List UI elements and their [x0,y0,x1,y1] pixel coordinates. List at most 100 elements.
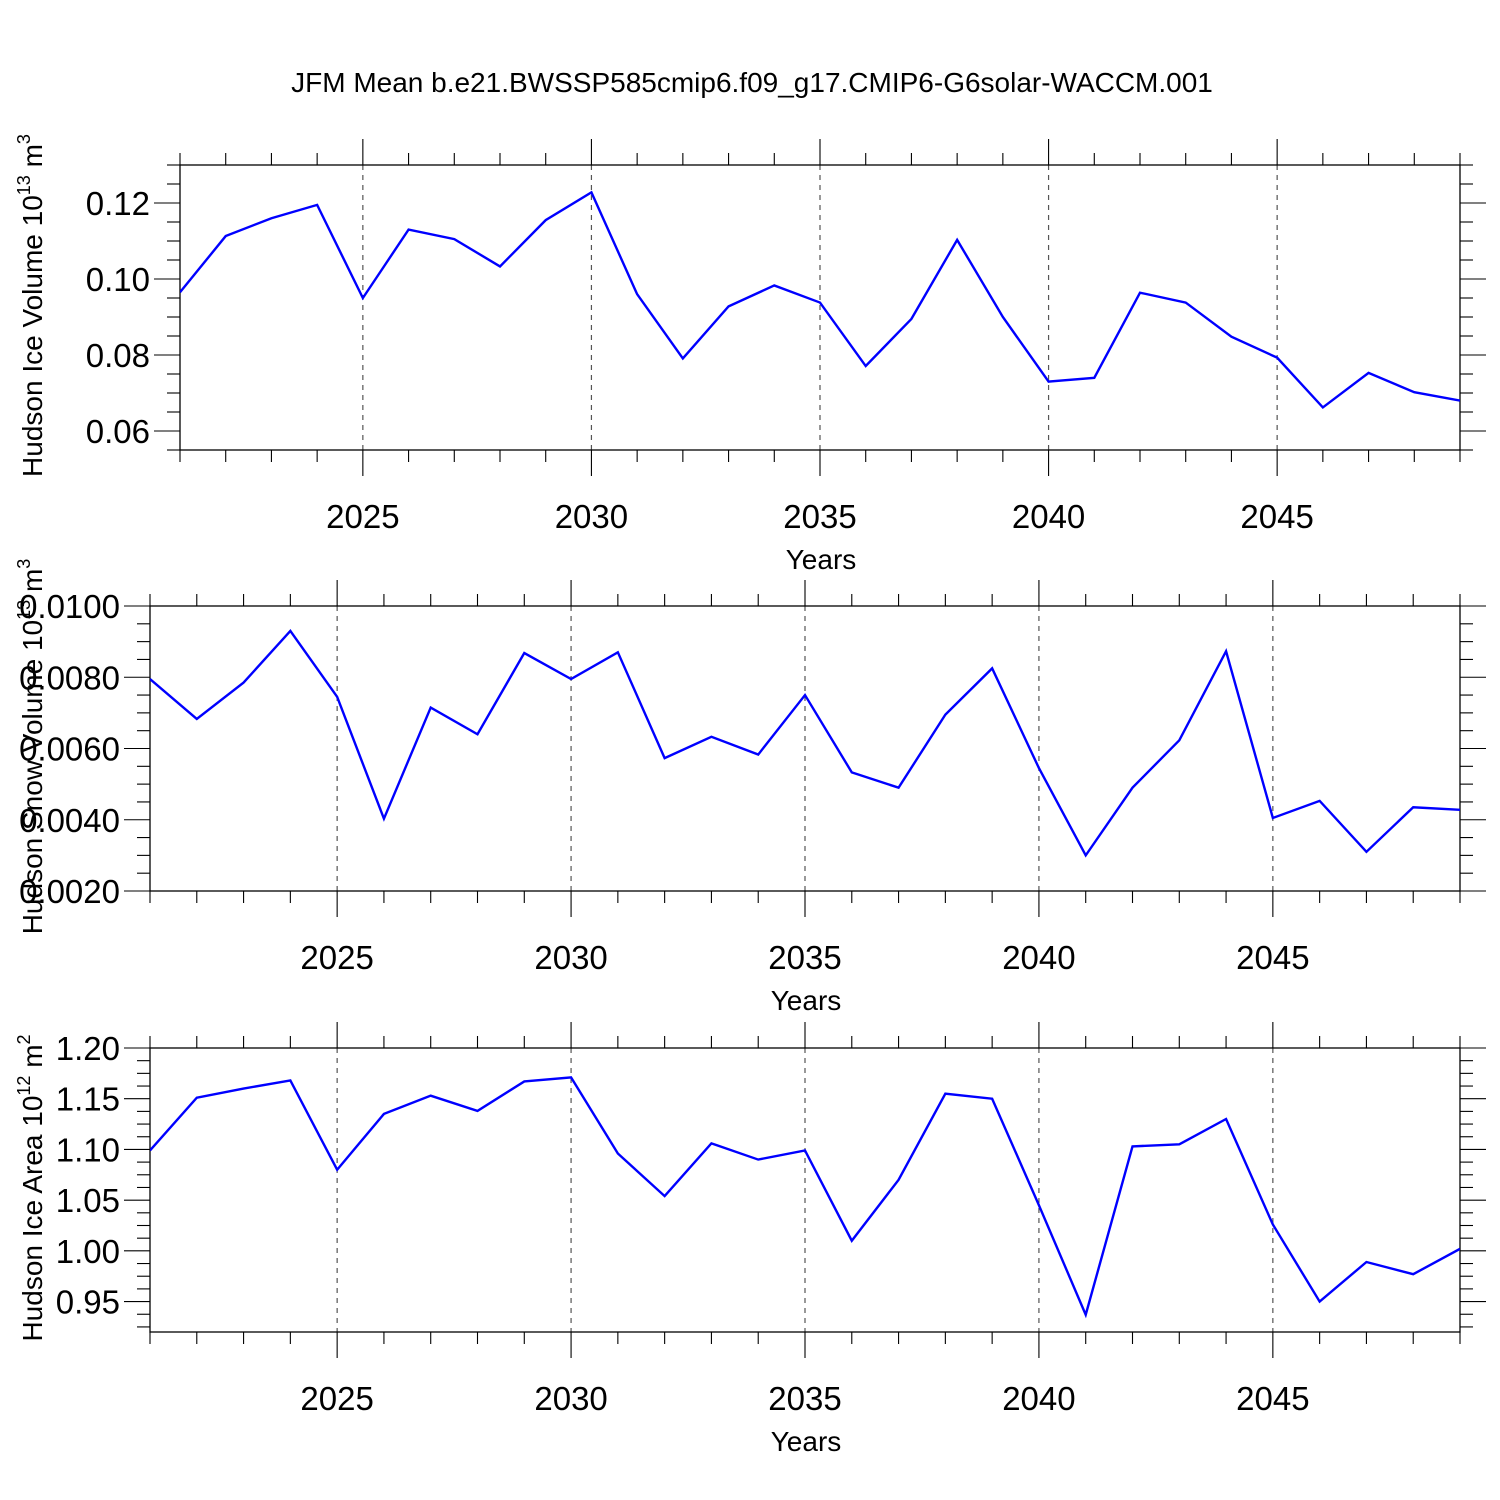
data-point [709,1141,714,1146]
data-point [543,218,548,223]
y-axis-title-superscript: 3 [14,134,34,144]
y-axis-title-part: Hudson Ice Area 10 [17,1096,48,1342]
data-point [148,677,153,682]
data-point [1458,1246,1463,1251]
y-tick-label: 0.10 [86,261,150,298]
data-point [896,785,901,790]
data-point [943,712,948,717]
y-tick-label: 0.0040 [19,802,120,839]
data-point [428,1093,433,1098]
data-point [1458,398,1463,403]
data-point [1177,738,1182,743]
x-tick-label: 2025 [300,1380,373,1417]
y-axis-title: Hudson Snow Volume 1013 m3 [14,559,48,935]
data-point [803,693,808,698]
x-tick-label: 2030 [534,939,607,976]
y-tick-label: 1.05 [56,1182,120,1219]
data-point [615,1151,620,1156]
y-axis-title-superscript: 13 [14,600,34,620]
data-point [680,356,685,361]
data-point [709,734,714,739]
data-point [1083,1312,1088,1317]
data-point [589,190,594,195]
data-point [475,732,480,737]
data-point [569,677,574,682]
data-point [1275,355,1280,360]
x-tick-label: 2040 [1002,939,1075,976]
data-point [315,202,320,207]
data-point [955,237,960,242]
data-point [818,300,823,305]
data-point [1036,1203,1041,1208]
data-point [1411,805,1416,810]
y-axis-title: Hudson Ice Area 1012 m2 [14,1034,48,1341]
x-tick-label: 2045 [1236,939,1309,976]
data-point [849,770,854,775]
x-tick-label: 2025 [326,498,399,535]
y-tick-label: 1.00 [56,1233,120,1270]
data-point [635,292,640,297]
series-line [150,629,1460,858]
data-point [990,1096,995,1101]
data-point [943,1091,948,1096]
data-point [1092,375,1097,380]
data-point [803,1148,808,1153]
y-tick-label: 0.0080 [19,659,120,696]
y-tick-label: 0.06 [86,413,150,450]
data-point [909,316,914,321]
x-tick-label: 2025 [300,939,373,976]
x-tick-label: 2045 [1236,1380,1309,1417]
data-point [756,1157,761,1162]
data-point [452,237,457,242]
data-point [1036,766,1041,771]
data-point [1366,370,1371,375]
data-point [726,304,731,309]
x-tick-label: 2035 [768,939,841,976]
y-tick-label: 0.0100 [19,588,120,625]
data-point [381,816,386,821]
data-point [194,1095,199,1100]
y-axis-title-part: Hudson Snow Volume 10 [17,620,48,934]
data-point [522,1079,527,1084]
data-point [1270,1222,1275,1227]
x-tick-label: 2040 [1002,1380,1075,1417]
data-point [1130,1144,1135,1149]
data-point [194,716,199,721]
y-axis-title-part: Hudson Ice Volume 10 [17,195,48,477]
panel-3: 0.95 1.00 1.05 1.10 1.15 1.20 2025 2030 2035 2040… [14,1022,1486,1457]
data-point [288,1078,293,1083]
data-point [335,694,340,699]
series-line [150,1076,1460,1319]
data-point [1224,649,1229,654]
data-point [662,1194,667,1199]
x-axis-title: Years [771,1426,842,1457]
data-point [1458,807,1463,812]
data-point [428,705,433,710]
data-point [498,264,503,269]
y-tick-label: 0.08 [86,337,150,374]
x-tick-label: 2030 [555,498,628,535]
y-axis-title-part: m [17,569,48,600]
data-point [615,650,620,655]
data-point [1138,290,1143,295]
x-tick-label: 2035 [783,498,856,535]
data-point [1229,334,1234,339]
data-point [335,1167,340,1172]
data-point [223,234,228,239]
y-tick-label: 1.15 [56,1081,120,1118]
y-tick-label: 0.0060 [19,731,120,768]
data-point [896,1177,901,1182]
x-tick-label: 2040 [1012,498,1085,535]
data-point [1183,300,1188,305]
x-axis-title: Years [786,544,857,575]
data-point [522,651,527,656]
y-axis-title-superscript: 13 [14,175,34,195]
data-point [756,752,761,757]
x-tick-label: 2045 [1240,498,1313,535]
data-point [475,1108,480,1113]
data-point [288,628,293,633]
y-axis-title-part: m [17,1044,48,1075]
data-point [1130,785,1135,790]
